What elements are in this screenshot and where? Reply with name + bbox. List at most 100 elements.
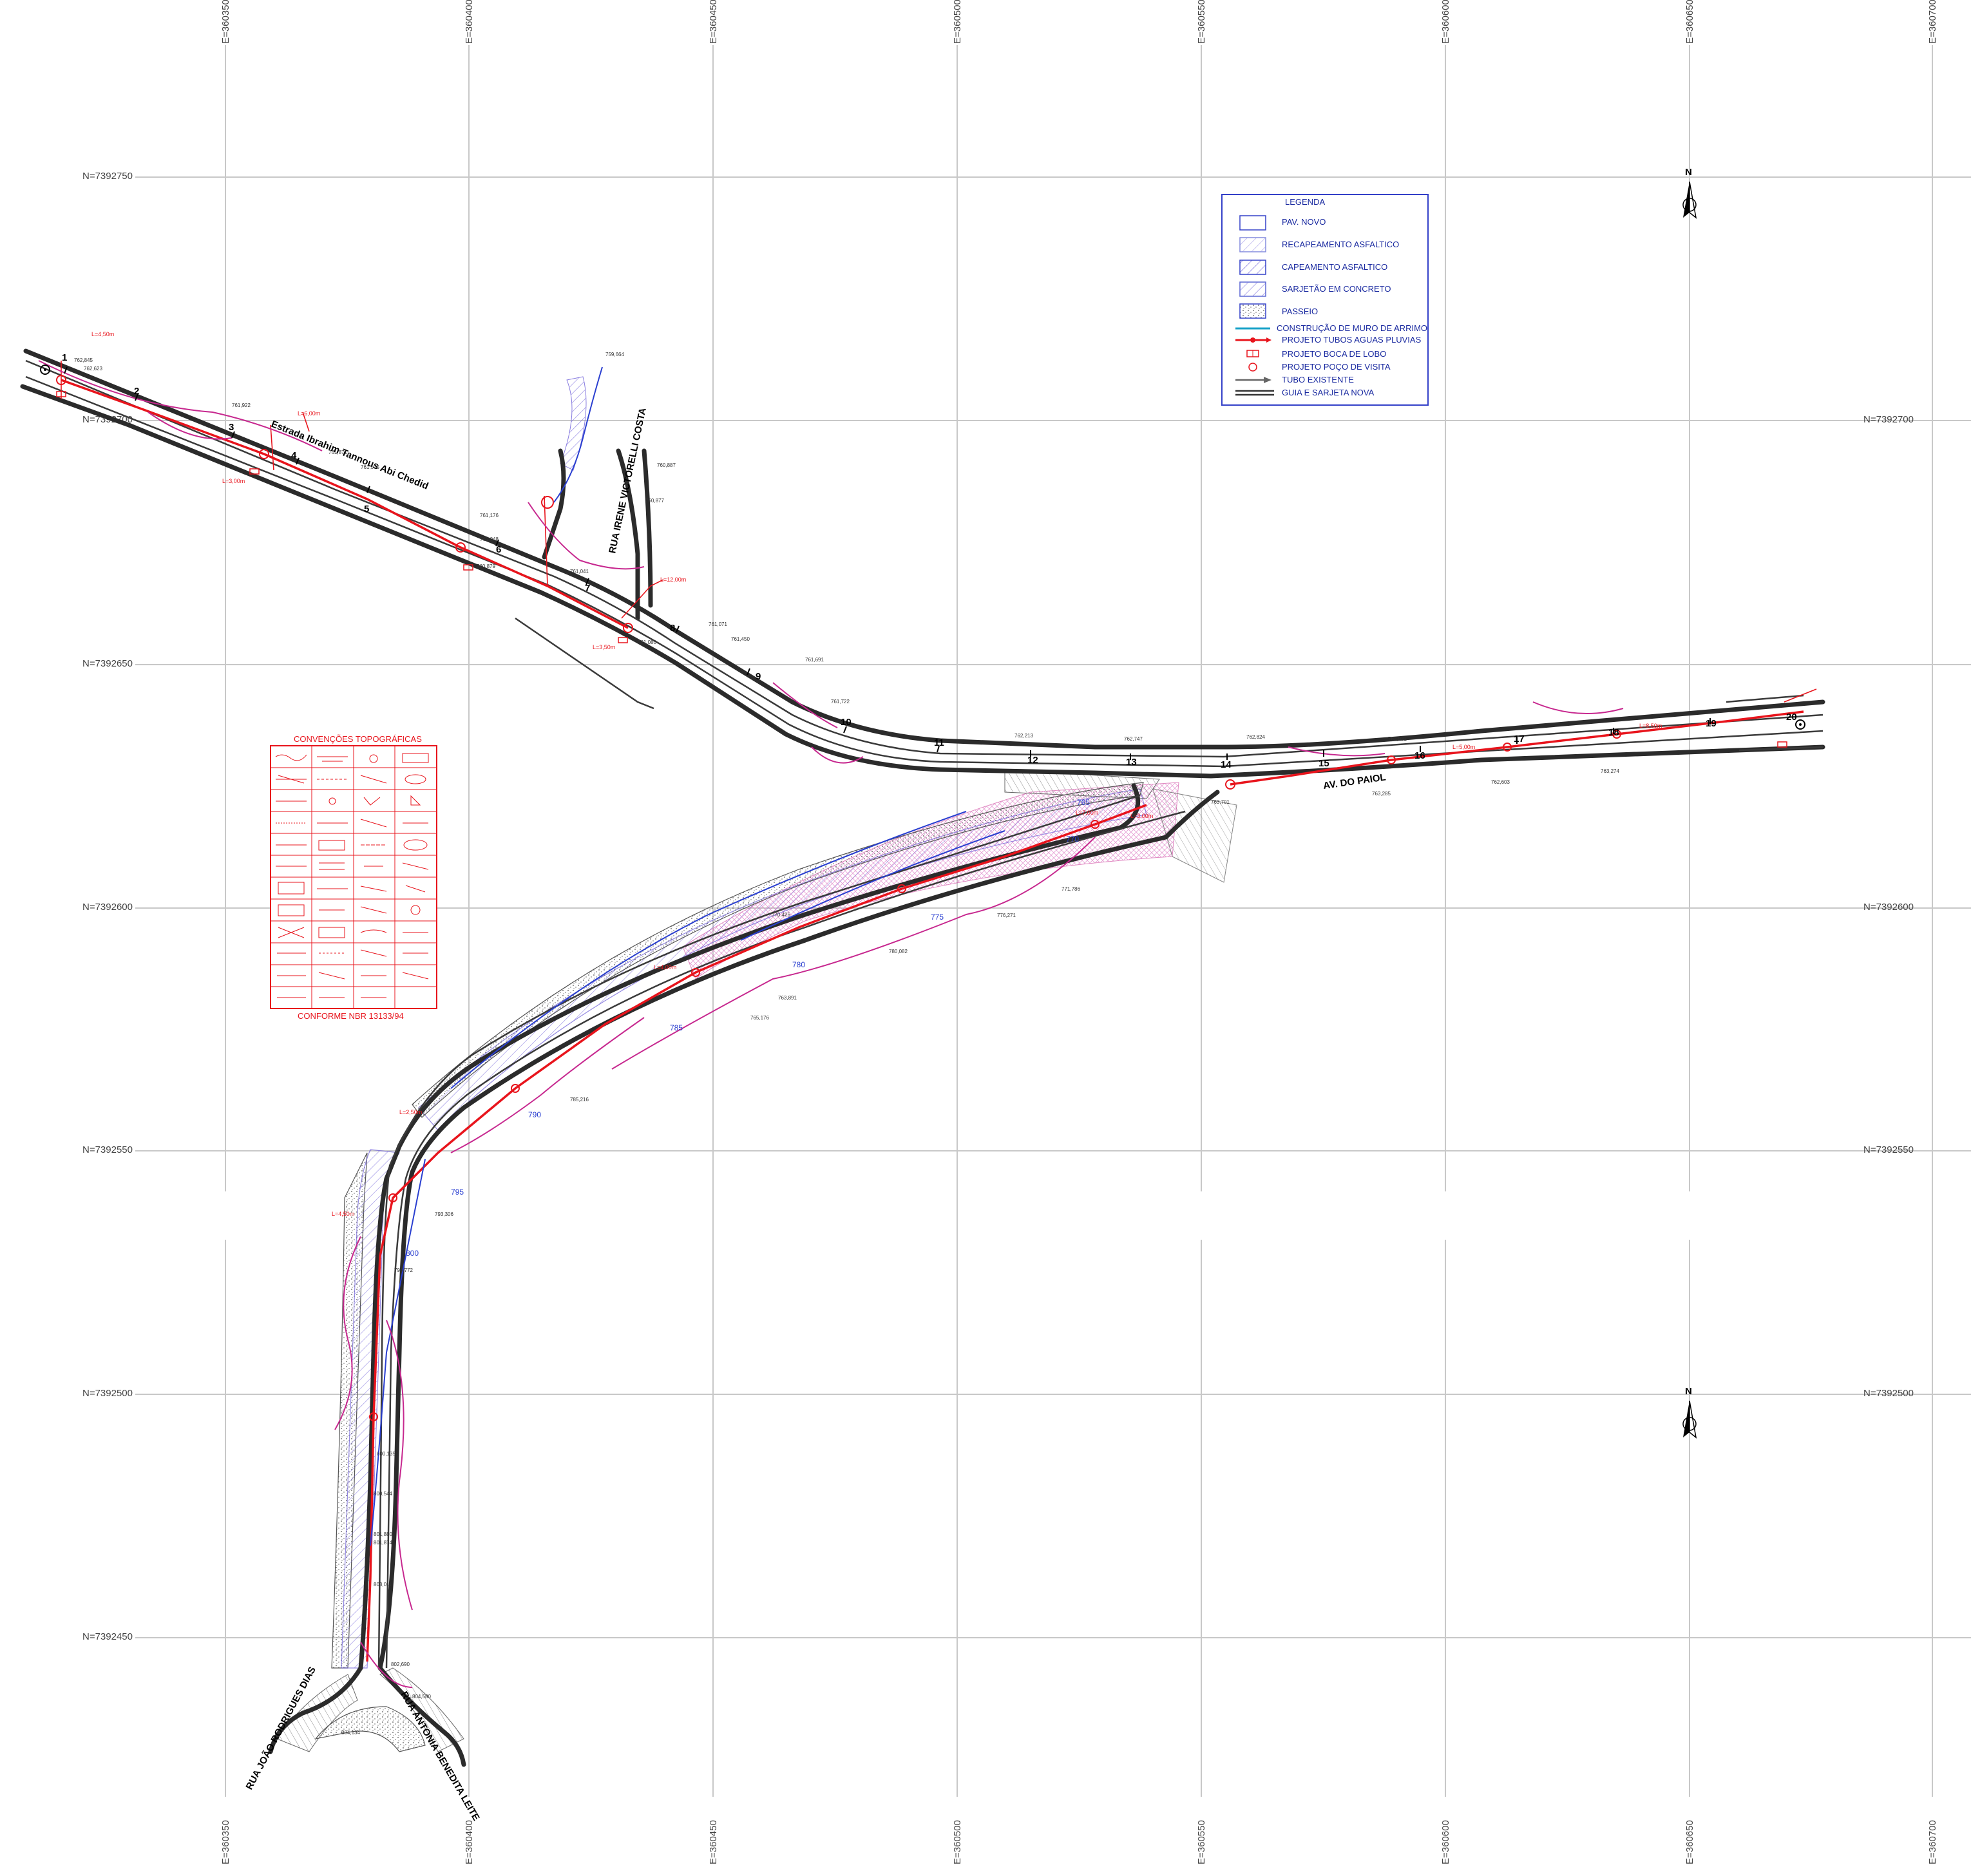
station-number: 9 bbox=[756, 671, 761, 682]
elevation-label: 759,664 bbox=[605, 352, 624, 357]
northing-label: N=7392550 bbox=[82, 1144, 133, 1155]
elevation-label: 793,306 bbox=[435, 1211, 453, 1217]
elevation-label: 761,691 bbox=[805, 657, 824, 663]
contour-number: 790 bbox=[528, 1110, 541, 1119]
easting-label: E=360500 bbox=[952, 0, 963, 44]
easting-label: E=360450 bbox=[708, 1820, 719, 1864]
legend-swatch-manhole bbox=[1248, 363, 1257, 372]
legend-swatch-concrete-gutter bbox=[1239, 281, 1266, 297]
easting-label: E=360550 bbox=[1196, 0, 1207, 44]
contour-number: 765 bbox=[1077, 798, 1090, 807]
elevation-label: 761,071 bbox=[709, 621, 727, 627]
elevation-label: 763,891 bbox=[778, 995, 797, 1001]
station-number: 1 bbox=[62, 352, 67, 363]
elevation-label: 762,824 bbox=[1246, 734, 1265, 740]
legend-label: RECAPEAMENTO ASFALTICO bbox=[1282, 240, 1399, 249]
pipe-length-label: L=12,00m bbox=[660, 576, 686, 583]
elevation-label: 780,082 bbox=[889, 949, 908, 954]
legend-label: CONSTRUÇÃO DE MURO DE ARRIMO bbox=[1277, 323, 1427, 333]
pipe-length-label: L=3,00m bbox=[222, 478, 245, 484]
grid-horizontal-lines bbox=[135, 176, 1971, 1638]
station-number: 6 bbox=[496, 544, 501, 555]
elevation-label: 765,176 bbox=[750, 1015, 769, 1021]
station-number: 12 bbox=[1027, 755, 1038, 766]
pipe-length-label: L=4,00m bbox=[654, 964, 676, 971]
topographic-conventions-table: CONVENÇÕES TOPOGRÁFICAS bbox=[270, 734, 437, 1021]
legend-label: GUIA E SARJETA NOVA bbox=[1282, 388, 1375, 397]
station-number: 16 bbox=[1414, 750, 1425, 761]
elevation-label: 763,274 bbox=[1601, 768, 1619, 774]
elevation-label: 785,216 bbox=[570, 1097, 589, 1103]
easting-label: E=360650 bbox=[1684, 0, 1695, 44]
elevation-label: 776,271 bbox=[997, 913, 1016, 918]
grid-vertical-lines bbox=[225, 45, 1933, 1797]
easting-label: E=360400 bbox=[464, 1820, 475, 1864]
pipe-length-label: L=4,50m bbox=[332, 1211, 354, 1217]
contour-number: 775 bbox=[931, 913, 944, 922]
elevation-label: 771,786 bbox=[1062, 886, 1080, 892]
station-number: 5 bbox=[364, 504, 369, 515]
northing-label: N=7392500 bbox=[82, 1388, 133, 1399]
pipe-length-label: L=5,00m bbox=[1452, 744, 1475, 750]
station-number: 3 bbox=[229, 422, 234, 433]
station-number: 4 bbox=[291, 450, 297, 461]
elevation-label: 770,426 bbox=[772, 912, 790, 918]
legend-swatch-sidewalk bbox=[1239, 303, 1266, 319]
contour-number: 780 bbox=[792, 960, 805, 969]
northing-label: N=7392750 bbox=[82, 171, 133, 182]
legend-label: PROJETO POÇO DE VISITA bbox=[1282, 362, 1391, 372]
road-curbs bbox=[20, 348, 1825, 1767]
north-arrow-label: N bbox=[1685, 167, 1692, 178]
pipe-length-label: L=7,00m bbox=[1076, 810, 1098, 816]
easting-labels-bottom: E=360350 E=360400 E=360450 E=360500 E=36… bbox=[220, 1820, 1938, 1864]
north-arrow-top: N bbox=[1682, 167, 1697, 219]
legend-label: PAV. NOVO bbox=[1282, 217, 1326, 227]
elevation-label: 803,011 bbox=[374, 1582, 392, 1587]
elevation-label: 761,450 bbox=[731, 636, 750, 642]
elevation-label: 762,213 bbox=[1014, 733, 1033, 739]
station-number: 11 bbox=[934, 737, 944, 748]
elevation-label: 801,880 bbox=[374, 1531, 392, 1537]
elevation-label: 760,887 bbox=[657, 462, 676, 468]
easting-label: E=360350 bbox=[220, 0, 231, 44]
easting-label: E=360500 bbox=[952, 1820, 963, 1864]
legend-panel: LEGENDA PAV. NOVO RECAPEAMENTO ASFALTICO… bbox=[1221, 194, 1429, 406]
north-arrow-bottom: N bbox=[1682, 1386, 1697, 1439]
northing-label: N=7392550 bbox=[1863, 1144, 1914, 1155]
station-number: 10 bbox=[841, 717, 852, 728]
elevation-label: 762,747 bbox=[1124, 736, 1143, 742]
elevation-label: 761,176 bbox=[480, 513, 499, 518]
station-number: 14 bbox=[1221, 759, 1232, 770]
northing-label: N=7392600 bbox=[82, 902, 133, 913]
northing-label: N=7392700 bbox=[1863, 414, 1914, 425]
elevation-label: 763,701 bbox=[1211, 799, 1230, 805]
easting-label: E=360600 bbox=[1440, 1820, 1451, 1864]
pipe-length-label: L=4,50m bbox=[91, 331, 114, 337]
elevation-label: 762,603 bbox=[1491, 779, 1510, 785]
contour-number: 795 bbox=[451, 1188, 464, 1197]
easting-labels-top: E=360350 E=360400 E=360450 E=360500 E=36… bbox=[220, 0, 1938, 44]
contour-number: 770 bbox=[1066, 835, 1079, 844]
conventions-footer: CONFORME NBR 13133/94 bbox=[298, 1011, 404, 1021]
conventions-title: CONVENÇÕES TOPOGRÁFICAS bbox=[294, 734, 422, 744]
elevation-label: 761,041 bbox=[570, 569, 589, 574]
elevation-label: 804,580 bbox=[412, 1694, 431, 1700]
legend-label: PROJETO BOCA DE LOBO bbox=[1282, 349, 1386, 359]
pavement-hatch-areas bbox=[276, 376, 1237, 1752]
elevation-label: 800,135 bbox=[377, 1451, 395, 1457]
legend-label: CAPEAMENTO ASFALTICO bbox=[1282, 262, 1387, 272]
elevation-label: 762,845 bbox=[74, 357, 93, 363]
easting-label: E=360450 bbox=[708, 0, 719, 44]
station-number: 20 bbox=[1786, 712, 1797, 723]
easting-label: E=360350 bbox=[220, 1820, 231, 1864]
legend-swatch-resurfacing bbox=[1239, 237, 1266, 252]
elevation-label: 762,931 bbox=[1388, 736, 1407, 742]
contour-number: 785 bbox=[670, 1023, 683, 1032]
northing-labels-right: N=7392700 N=7392600 N=7392550 N=7392500 bbox=[1863, 414, 1914, 1399]
easting-label: E=360700 bbox=[1927, 0, 1938, 44]
elevation-label: 763,285 bbox=[1372, 791, 1391, 797]
pipe-length-labels: L=4,50m L=6,00m L=3,00m L=12,00m L=3,50m… bbox=[91, 331, 1662, 1217]
elevation-label: 801,874 bbox=[374, 1540, 392, 1546]
legend-swatch-capping bbox=[1239, 260, 1266, 275]
northing-label: N=7392500 bbox=[1863, 1388, 1914, 1399]
